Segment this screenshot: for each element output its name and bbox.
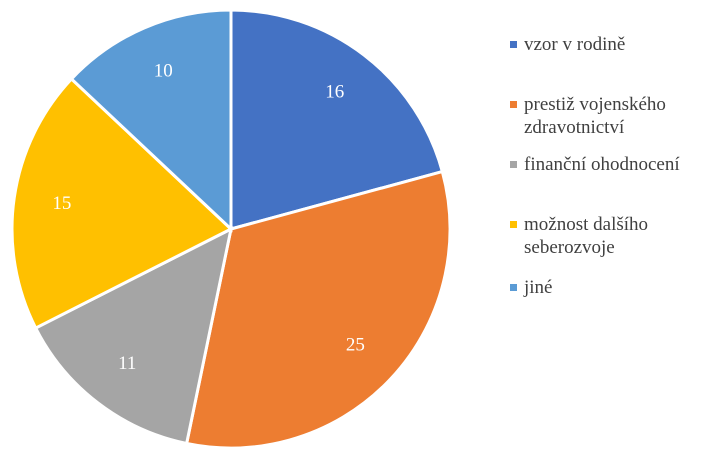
pie-slice [69,8,233,233]
legend-label: možnost dalšího seberozvoje [524,214,649,258]
data-label: 15 [52,193,71,214]
legend-label: jiné [524,277,553,298]
legend-swatch [510,161,517,168]
pie-slice [33,226,234,446]
pie-slice [10,76,234,331]
data-label: 10 [154,61,173,82]
legend-label: prestiž vojenského zdravotnictví [524,94,666,138]
legend-item: jiné [510,276,723,299]
legend-item: prestiž vojenského zdravotnictví [510,93,723,139]
legend-item: vzor v rodině [510,33,723,56]
pie-slice [184,169,452,449]
data-label: 11 [118,353,136,374]
legend-label: finanční ohodnocení [524,154,680,175]
legend-swatch [510,41,517,48]
legend-swatch [510,221,517,228]
pie-slice [229,8,445,231]
legend-label: vzor v rodině [524,34,626,55]
data-label: 16 [325,82,344,103]
legend-item: možnost dalšího seberozvoje [510,213,723,259]
legend-swatch [510,284,517,291]
data-label: 25 [346,334,365,355]
legend-swatch [510,101,517,108]
legend-item: finanční ohodnocení [510,153,723,176]
